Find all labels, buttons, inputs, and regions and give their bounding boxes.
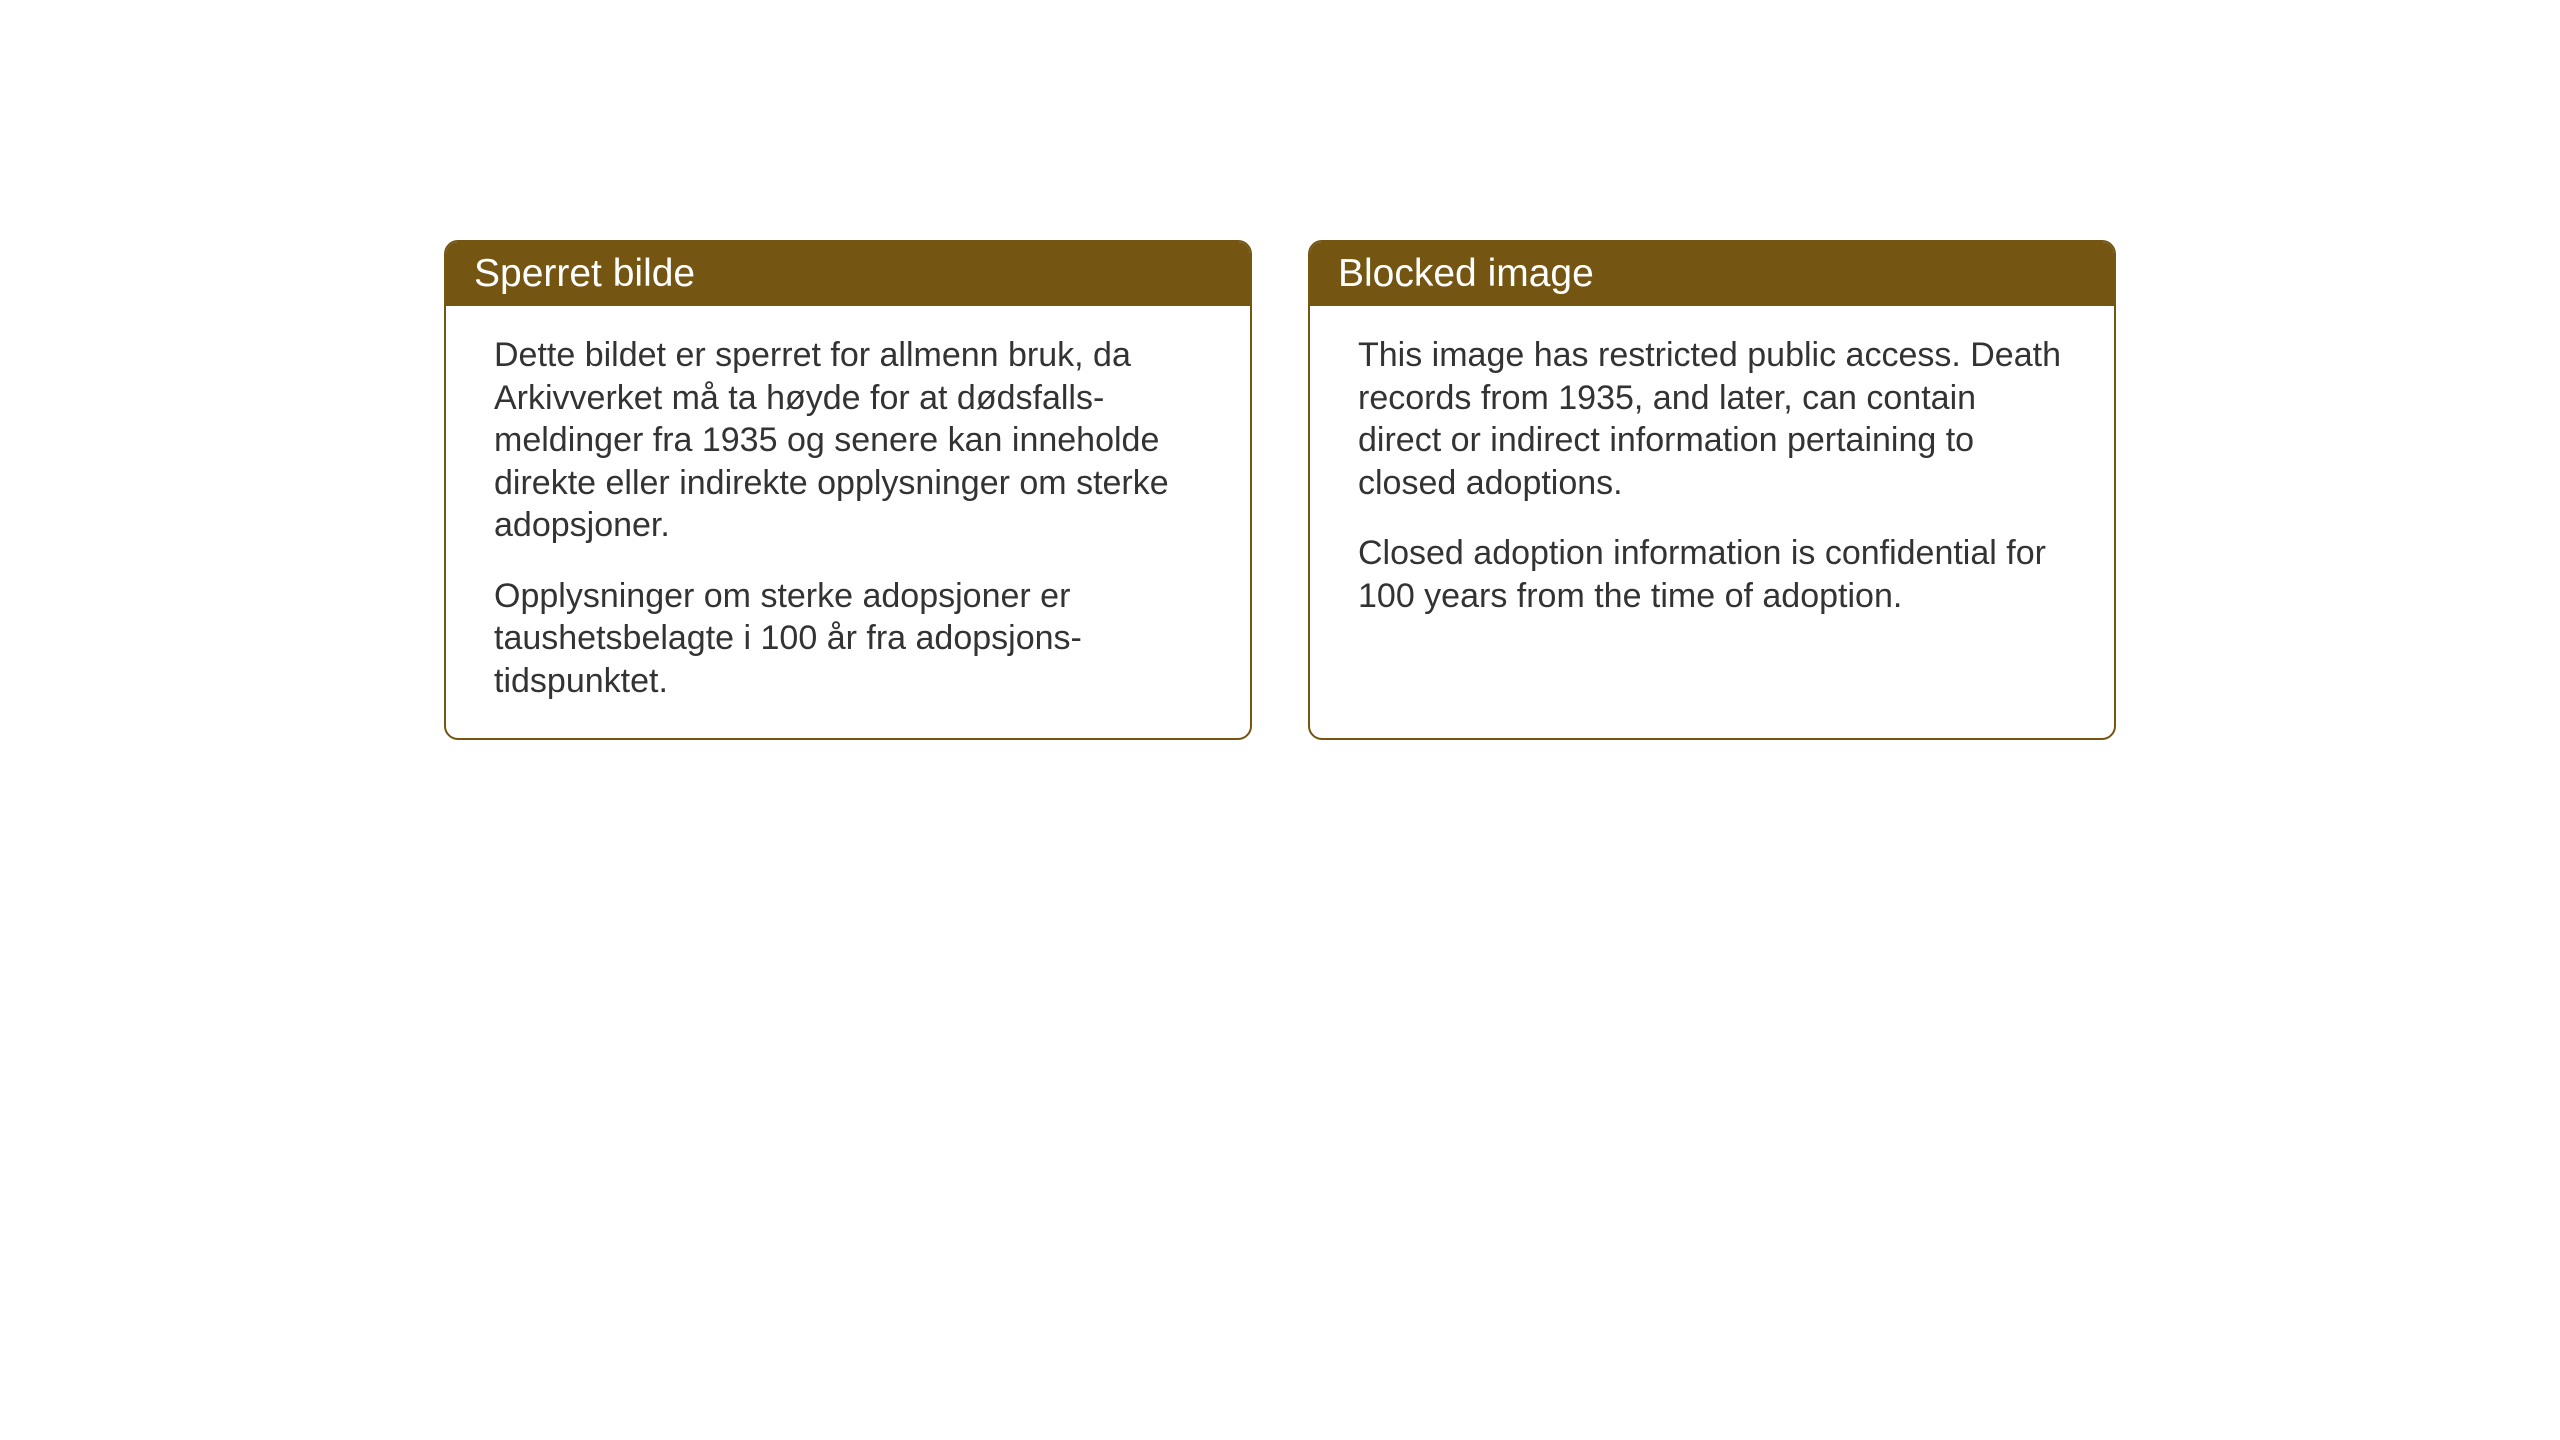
english-notice-card: Blocked image This image has restricted … bbox=[1308, 240, 2116, 740]
norwegian-card-title: Sperret bilde bbox=[446, 242, 1250, 306]
english-paragraph-2: Closed adoption information is confident… bbox=[1358, 532, 2066, 617]
english-card-body: This image has restricted public access.… bbox=[1310, 306, 2114, 653]
norwegian-card-body: Dette bildet er sperret for allmenn bruk… bbox=[446, 306, 1250, 738]
norwegian-paragraph-1: Dette bildet er sperret for allmenn bruk… bbox=[494, 334, 1202, 547]
english-paragraph-1: This image has restricted public access.… bbox=[1358, 334, 2066, 504]
cards-container: Sperret bilde Dette bildet er sperret fo… bbox=[444, 240, 2116, 740]
norwegian-paragraph-2: Opplysninger om sterke adopsjoner er tau… bbox=[494, 575, 1202, 703]
norwegian-notice-card: Sperret bilde Dette bildet er sperret fo… bbox=[444, 240, 1252, 740]
english-card-title: Blocked image bbox=[1310, 242, 2114, 306]
